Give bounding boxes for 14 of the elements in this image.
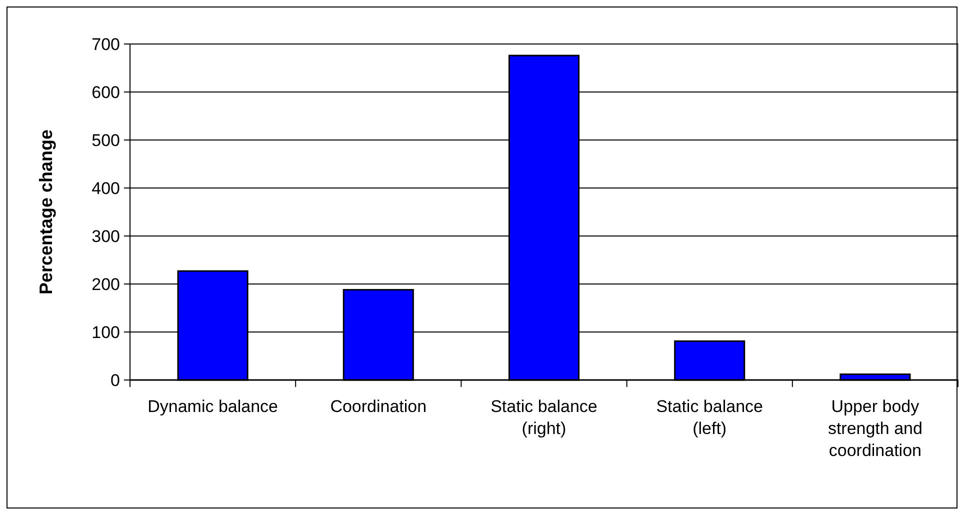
y-tick-label: 0 [110,370,120,390]
x-tick-label: Static balance (left) [656,397,763,438]
y-tick-label: 500 [92,130,120,150]
x-tick-label: Dynamic balance [148,397,278,416]
x-tick-label: Coordination [330,397,427,416]
y-tick-label: 200 [92,274,120,294]
x-tick-label: Upper body strength and coordination [828,397,922,460]
y-tick-label: 300 [92,226,120,246]
y-tick-label: 400 [92,178,120,198]
x-tick-label: Static balance (right) [490,397,598,438]
y-tick-label: 600 [92,82,120,102]
y-tick-label: 100 [92,322,120,342]
y-axis-title: Percentage change [36,129,56,295]
y-tick-label: 700 [92,34,120,54]
